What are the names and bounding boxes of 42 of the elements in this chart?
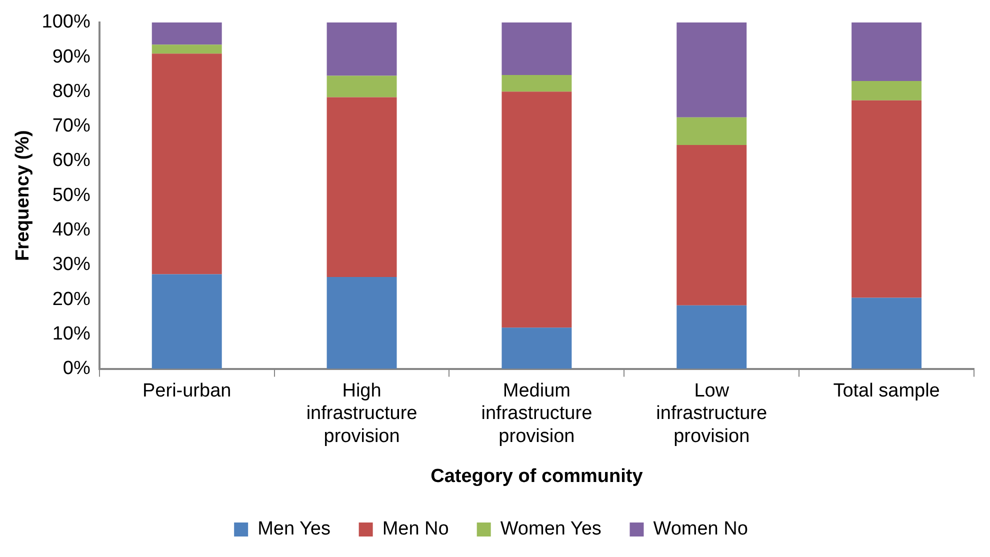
bar: [152, 274, 222, 369]
bar: [502, 92, 572, 328]
bar: [152, 44, 222, 54]
bar: [326, 22, 397, 76]
bar: [676, 145, 747, 306]
y-tick-label: 40%: [52, 219, 90, 240]
x-axis-title: Category of community: [430, 466, 644, 487]
x-tick-label: High infrastructure provision: [306, 380, 418, 448]
bar: [326, 277, 397, 369]
bar: [502, 328, 572, 369]
y-axis-title: Frequency (%): [12, 130, 34, 262]
y-tick-label: 50%: [52, 184, 90, 206]
legend-label: Men No: [382, 518, 449, 540]
bar: [852, 80, 922, 100]
x-tick-label: Low infrastructure provision: [656, 380, 768, 448]
y-tick-label: 20%: [52, 288, 90, 310]
x-tick-label: Peri-urban: [142, 380, 232, 402]
bar: [852, 100, 922, 298]
bar: [152, 22, 222, 45]
bar: [676, 305, 747, 369]
y-tick-label: 60%: [52, 150, 90, 172]
y-tick-label: 90%: [52, 46, 90, 68]
y-tick-label: 30%: [52, 254, 90, 276]
y-tick-label: 0%: [62, 358, 90, 380]
x-tick-label: Medium infrastructure provision: [481, 380, 592, 448]
legend-label: Women Yes: [500, 518, 602, 540]
bar: [502, 75, 572, 92]
y-tick-label: 10%: [52, 323, 90, 344]
x-tick-label: Total sample: [833, 380, 940, 402]
legend-label: Women No: [653, 518, 748, 540]
legend-label: Men Yes: [258, 518, 330, 540]
bar: [326, 97, 397, 278]
bar: [852, 22, 922, 81]
y-tick-label: 100%: [42, 12, 90, 33]
bar: [326, 76, 397, 98]
y-tick-label: 70%: [52, 116, 90, 137]
bar: [502, 22, 572, 76]
y-tick-label: 80%: [52, 80, 90, 102]
bar: [676, 117, 747, 146]
bar: [676, 22, 747, 118]
bar: [852, 298, 922, 369]
bar: [152, 54, 222, 274]
